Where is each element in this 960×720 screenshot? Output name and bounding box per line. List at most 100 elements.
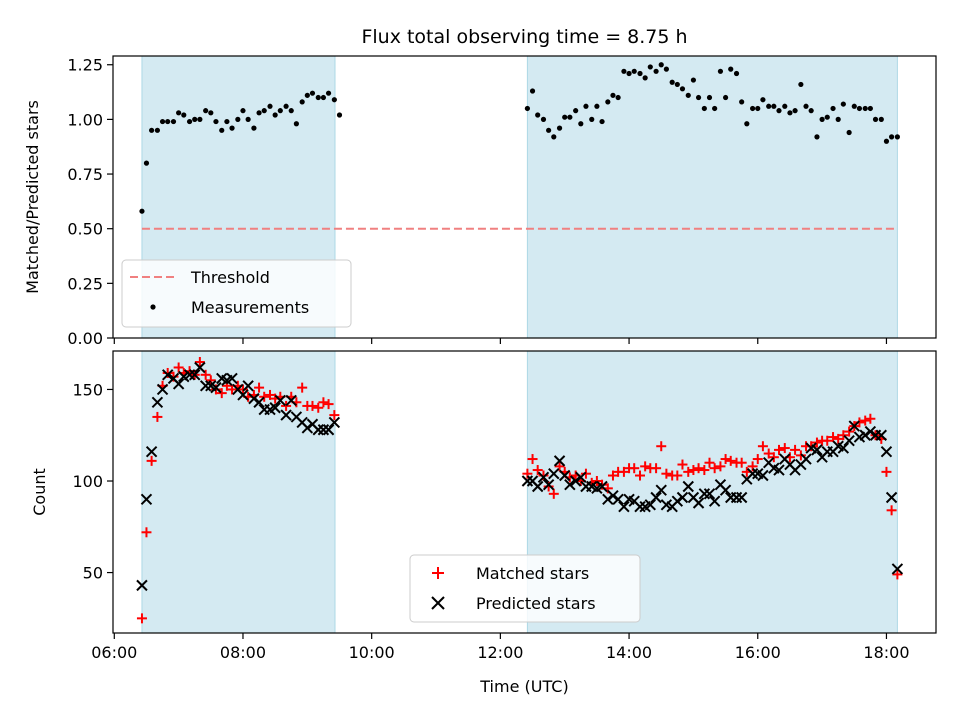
predicted-star-point [875, 429, 888, 441]
matched-star-point [607, 470, 618, 481]
measurement-point [299, 99, 305, 105]
measurement-point [272, 112, 278, 118]
predicted-star-point [269, 402, 281, 414]
matched-star-point [281, 400, 292, 411]
measurement-point [814, 134, 820, 140]
predicted-star-point [596, 480, 608, 493]
measurement-point [277, 108, 283, 114]
predicted-star-point [880, 446, 893, 458]
measurement-point [304, 92, 310, 98]
measurement-point [556, 125, 563, 131]
y-tick-label: 1.25 [67, 56, 103, 75]
measurement-point [315, 94, 321, 101]
predicted-star-point [671, 495, 684, 507]
predicted-star-point [800, 453, 812, 465]
predicted-star-point [698, 488, 711, 500]
count-legend-box [409, 554, 641, 623]
measurement-point [605, 99, 611, 105]
measurement-point [674, 81, 680, 88]
matched-star-point [704, 457, 715, 468]
matched-star-point [833, 433, 844, 444]
measurement-point [578, 121, 584, 127]
predicted-star-point [253, 396, 265, 408]
measurement-point [792, 108, 798, 114]
predicted-star-point [312, 424, 324, 436]
x-tick-label: 10:00 [349, 643, 395, 662]
matched-star-point [259, 391, 270, 402]
predicted-star-point [730, 491, 743, 504]
matched-star-point [580, 468, 591, 479]
matched-star-point [152, 411, 163, 422]
measurement-point [782, 103, 788, 109]
matched-star-point [146, 455, 157, 466]
matched-star-point [865, 413, 876, 424]
matched-star-point [237, 384, 248, 395]
predicted-stars-points [136, 361, 904, 592]
measurement-point [787, 110, 793, 116]
predicted-star-point [189, 369, 201, 381]
predicted-star-point [183, 369, 196, 381]
measurement-point [320, 94, 327, 101]
x-tick-label: 06:00 [91, 643, 137, 662]
x-tick-label: 18:00 [863, 643, 909, 662]
measurement-point [229, 125, 235, 131]
matched-star-point [736, 457, 747, 468]
matched-star-point [838, 430, 849, 441]
count-panel-frame [112, 350, 937, 634]
matched-star-point [677, 459, 688, 470]
measurement-point [197, 116, 203, 122]
matched-star-point [527, 454, 538, 465]
predicted-star-point [735, 491, 748, 504]
count-y-axis-label: Count [30, 468, 49, 516]
predicted-star-point [194, 361, 206, 374]
measurement-point [331, 97, 337, 103]
x-tick-label: 08:00 [220, 643, 266, 662]
measurement-point [621, 68, 627, 74]
predicted-star-point [843, 435, 855, 447]
y-tick-label: 0.75 [67, 165, 103, 184]
matched-star-point [683, 466, 694, 477]
matched-star-point [194, 356, 205, 367]
matched-star-point [656, 441, 667, 452]
matched-star-point [297, 382, 308, 393]
measurement-point [224, 118, 230, 125]
measurement-point [192, 116, 198, 122]
ratio-y-axis-label: Matched/Predicted stars [23, 100, 42, 294]
measurement-point [208, 110, 214, 116]
measurement-point [573, 108, 579, 114]
measurement-point [856, 105, 863, 112]
matched-star-point [554, 461, 565, 472]
matched-star-point [538, 470, 549, 481]
measurement-point [846, 129, 852, 136]
predicted-star-point [559, 469, 571, 482]
matched-star-point [790, 444, 801, 455]
measurement-point [203, 108, 209, 114]
y-tick-label: 0.00 [67, 329, 103, 348]
measurement-point [594, 103, 600, 109]
measurement-points [139, 62, 900, 214]
predicted-star-point [676, 491, 689, 504]
predicted-star-point [285, 394, 297, 407]
predicted-star-point [891, 563, 904, 575]
measurement-point [717, 68, 724, 74]
predicted-star-point [531, 480, 544, 493]
matched-star-point [597, 479, 608, 490]
measurement-point [733, 70, 740, 77]
matched-star-point [313, 402, 324, 413]
measurement-point [251, 125, 257, 131]
predicted-star-point [136, 579, 148, 592]
matched-star-point [752, 454, 763, 465]
matched-star-point [200, 369, 211, 380]
predicted-star-point [172, 378, 185, 390]
predicted-star-point [757, 469, 769, 482]
measurement-point [771, 103, 777, 109]
predicted-star-point [569, 475, 582, 487]
x-tick-label: 14:00 [606, 643, 652, 662]
measurement-point [149, 127, 155, 133]
predicted-star-point [837, 442, 850, 454]
y-tick-label: 50 [83, 564, 103, 583]
y-tick-label: 1.00 [67, 110, 103, 129]
count-legend: Matched stars Predicted stars [409, 554, 641, 623]
measurement-point [744, 121, 750, 127]
predicted-star-point [280, 409, 292, 421]
